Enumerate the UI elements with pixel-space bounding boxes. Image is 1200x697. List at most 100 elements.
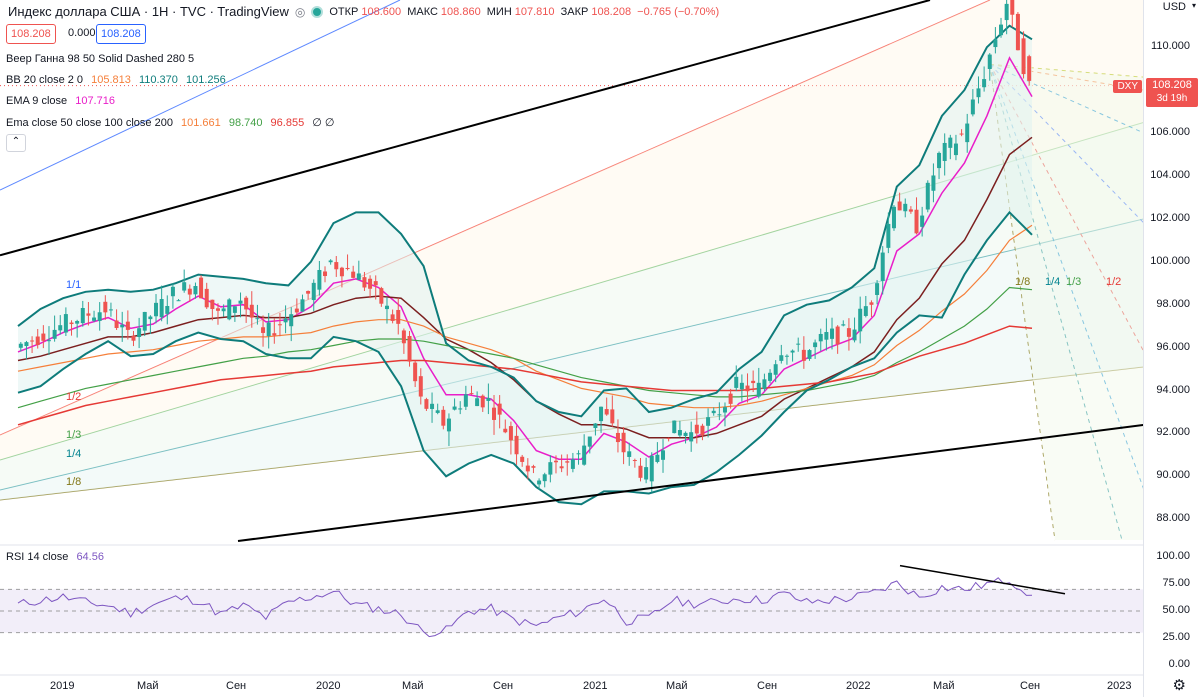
candle-body	[210, 299, 215, 310]
candle-body	[531, 466, 536, 468]
candle-body	[694, 424, 699, 434]
price-tick: 90.000	[1156, 469, 1190, 482]
candle-body	[52, 329, 57, 339]
ema9-legend[interactable]: EMA 9 close 107.716	[6, 95, 120, 107]
time-tick: Сен	[493, 680, 514, 692]
spread-value: 0.000	[68, 27, 96, 39]
candle-body	[266, 322, 271, 336]
candle-body	[232, 306, 237, 313]
candle-body	[165, 305, 170, 314]
candle-body	[283, 318, 288, 323]
series-ema-100	[17, 224, 1033, 409]
candle-body	[249, 304, 254, 318]
candle-body	[480, 395, 485, 408]
time-tick: 2022	[846, 680, 871, 692]
gann-label-right: 1/8	[1015, 276, 1031, 288]
last-price-tag: 108.208 3d 19h	[1146, 78, 1198, 107]
candle-body	[999, 24, 1004, 36]
candle-body	[891, 206, 896, 229]
collapse-legend-button[interactable]: ⌃	[6, 134, 26, 152]
candle-body	[931, 175, 936, 191]
candle-body	[982, 79, 987, 88]
candle-body	[897, 201, 902, 211]
bb-legend[interactable]: BB 20 close 2 0 105.813 110.370 101.256	[6, 74, 231, 86]
candle-body	[430, 403, 435, 409]
candle-body	[903, 203, 908, 212]
candle-body	[734, 376, 739, 388]
ohlc-close-label: ЗАКР	[560, 5, 589, 18]
symbol-title[interactable]: Индекс доллара США · 1Н · TVC · TradingV…	[8, 4, 289, 19]
candle-body	[937, 152, 942, 169]
candle-body	[148, 316, 153, 320]
candle-body	[525, 465, 530, 472]
series-bb-lower	[17, 210, 1033, 506]
candle-body	[570, 459, 575, 469]
rsi-pane	[0, 564, 1144, 638]
bb-band-fill	[18, 25, 1032, 505]
gann-label-right: 1/4	[1045, 276, 1061, 288]
ema-multi-legend[interactable]: Ema close 50 close 100 close 200 101.661…	[6, 116, 340, 129]
candle-body	[830, 328, 835, 339]
gann-ray-left	[0, 0, 401, 191]
gann-label: 1/3	[66, 429, 82, 441]
candle-body	[142, 311, 147, 331]
candle-body	[970, 99, 975, 115]
ema-empty-values: ∅ ∅	[312, 117, 335, 129]
candle-body	[418, 376, 423, 397]
settings-gear-icon[interactable]: ⚙	[1172, 677, 1186, 694]
grid	[0, 85, 1200, 676]
candle-body	[599, 406, 604, 422]
candle-body	[514, 435, 519, 455]
candle-body	[959, 133, 964, 135]
buy-price-box[interactable]: 108.208	[96, 24, 146, 44]
candle-body	[875, 283, 880, 295]
gann-ray-right	[989, 64, 1145, 224]
candle-body	[306, 290, 311, 294]
candle-body	[328, 260, 333, 263]
candle-body	[390, 314, 395, 321]
candle-body	[137, 328, 142, 338]
candle-body	[824, 332, 829, 340]
candle-body	[339, 267, 344, 277]
candle-body	[351, 271, 356, 278]
rsi-legend[interactable]: RSI 14 close 64.56	[6, 551, 109, 563]
visibility-icon[interactable]: ◎	[294, 4, 306, 19]
candle-body	[542, 474, 547, 482]
sell-price-box[interactable]: 108.208	[6, 24, 56, 44]
gann-label-right: 1/2	[1106, 276, 1122, 288]
gann-ray-left	[0, 0, 991, 436]
gann-label: 1/4	[66, 448, 82, 460]
ohlc-high-label: МАКС	[407, 5, 438, 18]
time-tick: 2020	[316, 680, 341, 692]
candle-body	[621, 432, 626, 453]
candle-body	[215, 308, 220, 311]
gann-ray-right	[989, 64, 1145, 353]
candle-body	[272, 333, 277, 336]
candle-body	[176, 300, 181, 302]
candle-body	[553, 460, 558, 463]
candle-body	[1004, 3, 1009, 21]
gann-legend[interactable]: Веер Ганна 98 50 Solid Dashed 280 5	[6, 53, 199, 65]
candle-body	[582, 445, 587, 465]
currency-label[interactable]: USD	[1162, 1, 1186, 13]
price-tick: 104.000	[1150, 168, 1190, 181]
ohlc-change: −0.765 (−0.70%)	[637, 5, 720, 18]
candle-body	[835, 326, 840, 345]
candle-body	[35, 336, 40, 346]
candle-body	[683, 432, 688, 437]
candle-body	[1015, 13, 1020, 51]
series-ema-9	[17, 56, 1033, 460]
candle-body	[717, 414, 722, 416]
candle-body	[869, 302, 874, 305]
currency-dropdown-icon[interactable]: ▾	[1191, 1, 1196, 10]
candle-body	[238, 300, 243, 304]
candle-body	[925, 182, 930, 210]
symbol-tag: DXY	[1113, 80, 1142, 93]
candle-body	[463, 394, 468, 407]
candle-body	[131, 335, 136, 341]
price-axis[interactable]	[1143, 0, 1200, 697]
time-tick: Сен	[226, 680, 247, 692]
candle-body	[644, 467, 649, 480]
candle-body	[666, 437, 671, 439]
